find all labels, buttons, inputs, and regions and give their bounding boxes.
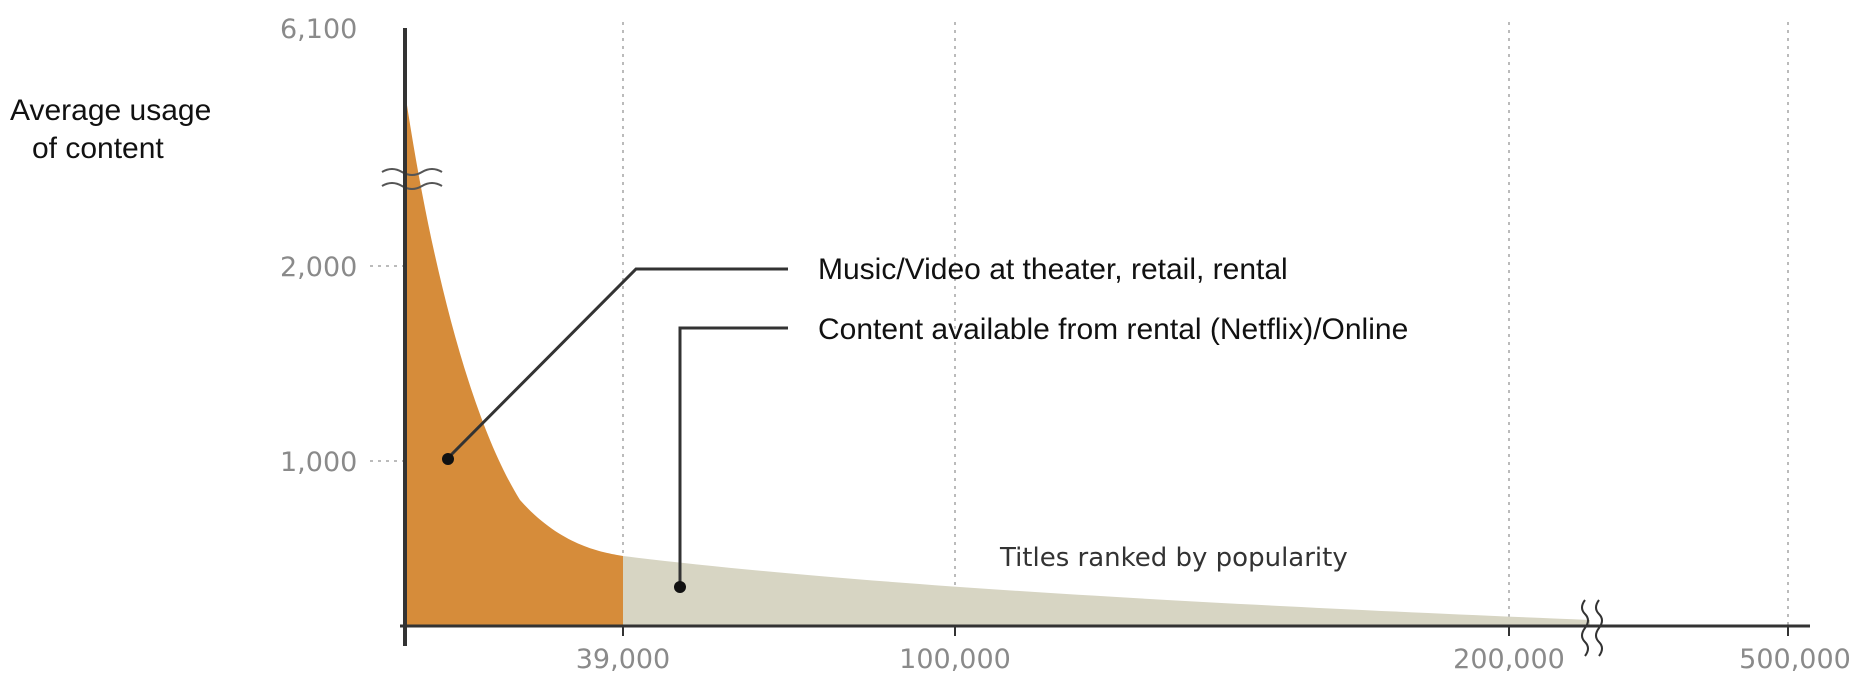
x-tick-label-500000: 500,000 [1739,644,1851,675]
area-online-rental [623,556,1590,626]
y-axis-break-icon [381,168,443,190]
x-tick-label-39000: 39,000 [576,644,670,675]
y-axis-title-line-1: Average usage [10,94,211,127]
callout-line-online [678,326,788,585]
x-axis-title: Titles ranked by popularity [999,543,1348,573]
y-axis-title-line-2: of content [32,132,164,165]
y-tick-label-2000: 2,000 [280,252,357,283]
x-tick-label-100000: 100,000 [899,644,1011,675]
area-theater-retail-rental [405,92,623,626]
callout-dot-online [674,581,686,593]
series-label-theater-retail-rental: Music/Video at theater, retail, rental [818,253,1288,286]
y-tick-label-6100: 6,100 [280,14,357,45]
y-tick-label-1000: 1,000 [280,447,357,478]
x-axis-break-icon [1581,599,1603,657]
x-tick-label-200000: 200,000 [1453,644,1565,675]
callout-line-theater [446,267,788,460]
series-label-online-rental: Content available from rental (Netflix)/… [818,313,1408,346]
callout-dot-theater [442,453,454,465]
